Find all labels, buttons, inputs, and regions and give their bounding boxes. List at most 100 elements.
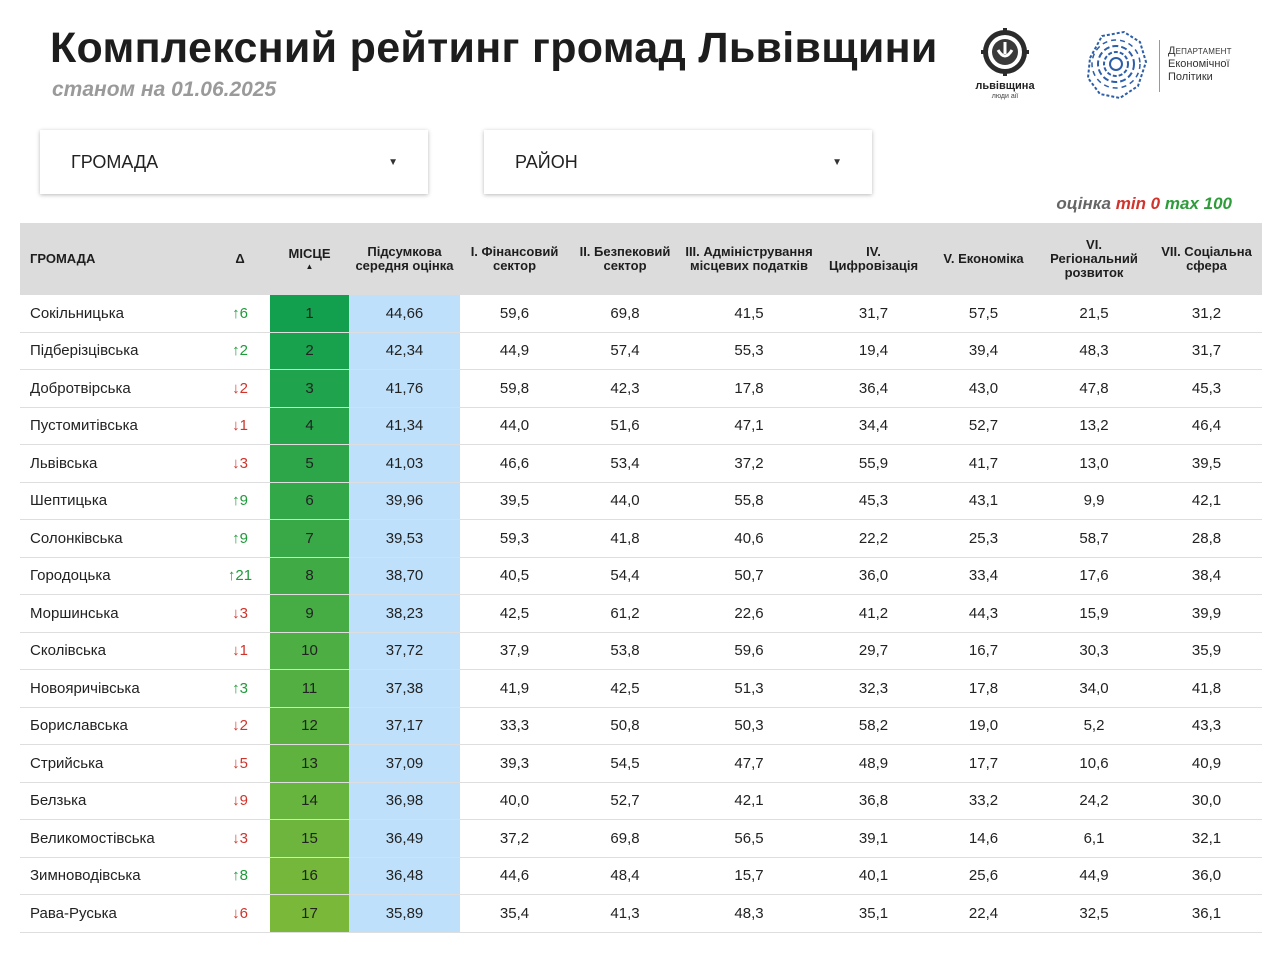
financial-cell: 59,6 [460,295,569,333]
digitalization-cell: 32,3 [817,669,930,708]
department-line-3: Політики [1168,71,1213,83]
delta-cell: ↓2 [210,369,270,408]
column-header-digitalization[interactable]: IV. Цифровізація [817,223,930,295]
rayon-filter-dropdown[interactable]: РАЙОН ▼ [484,130,872,194]
lvivshchyna-logo-slogan: люди аії [991,93,1019,100]
column-header-tax-administration[interactable]: III. Адміністрування місцевих податків [681,223,817,295]
tax-administration-cell: 40,6 [681,519,817,558]
rayon-filter-label: РАЙОН [515,151,578,172]
tax-administration-cell: 50,7 [681,557,817,595]
digitalization-cell: 22,2 [817,519,930,558]
tax-administration-cell: 15,7 [681,857,817,895]
column-header-delta[interactable]: Δ [210,223,270,295]
table-row[interactable]: Шептицька ↑9 6 39,96 39,5 44,0 55,8 45,3 43,1 9,9… [20,482,1262,520]
delta-cell: ↓3 [210,444,270,483]
tax-administration-cell: 47,1 [681,407,817,445]
hromada-name-cell: Шептицька [20,482,210,520]
table-row[interactable]: Зимноводівська ↑8 16 36,48 44,6 48,4 15,7 40,1 2… [20,857,1262,895]
economy-cell: 44,3 [930,594,1037,633]
hromada-name-cell: Городоцька [20,557,210,595]
final-score-cell: 44,66 [349,295,460,333]
security-cell: 52,7 [569,782,681,820]
hromada-name-cell: Рава-Руська [20,894,210,933]
financial-cell: 59,3 [460,519,569,558]
place-cell: 11 [270,669,349,708]
table-row[interactable]: Городоцька ↑21 8 38,70 40,5 54,4 50,7 36,0 33,4 1… [20,557,1262,595]
economy-cell: 17,8 [930,669,1037,708]
delta-cell: ↓1 [210,632,270,670]
social-sphere-cell: 36,0 [1151,857,1262,895]
security-cell: 44,0 [569,482,681,520]
social-sphere-cell: 38,4 [1151,557,1262,595]
page-title: Комплексний рейтинг громад Львівщини [50,24,938,72]
column-header-security[interactable]: II. Безпековий сектор [569,223,681,295]
table-row[interactable]: Добротвірська ↓2 3 41,76 59,8 42,3 17,8 36,4 43,… [20,369,1262,408]
column-header-hromada[interactable]: ГРОМАДА [20,223,210,295]
final-score-cell: 41,03 [349,444,460,483]
table-row[interactable]: Бориславська ↓2 12 37,17 33,3 50,8 50,3 58,2 19,… [20,707,1262,745]
tax-administration-cell: 50,3 [681,707,817,745]
security-cell: 53,8 [569,632,681,670]
column-header-place[interactable]: МІСЦЕ ▲ [270,223,349,295]
table-row[interactable]: Сколівська ↓1 10 37,72 37,9 53,8 59,6 29,7 16,7 3… [20,632,1262,670]
social-sphere-cell: 28,8 [1151,519,1262,558]
digitalization-cell: 31,7 [817,295,930,333]
economy-cell: 33,2 [930,782,1037,820]
table-row[interactable]: Новояричівська ↑3 11 37,38 41,9 42,5 51,3 32,3 1… [20,669,1262,708]
sort-asc-icon: ▲ [305,262,314,271]
table-row[interactable]: Сокільницька ↑6 1 44,66 59,6 69,8 41,5 31,7 57,5… [20,295,1262,333]
chevron-down-icon: ▼ [388,156,398,168]
financial-cell: 44,6 [460,857,569,895]
regional-development-cell: 9,9 [1037,482,1151,520]
security-cell: 48,4 [569,857,681,895]
place-cell: 14 [270,782,349,820]
final-score-cell: 39,53 [349,519,460,558]
economy-cell: 14,6 [930,819,1037,858]
regional-development-cell: 24,2 [1037,782,1151,820]
economy-cell: 17,7 [930,744,1037,783]
tax-administration-cell: 22,6 [681,594,817,633]
security-cell: 42,5 [569,669,681,708]
regional-development-cell: 34,0 [1037,669,1151,708]
table-row[interactable]: Підберізцівська ↑2 2 42,34 44,9 57,4 55,3 19,4 3… [20,332,1262,370]
financial-cell: 33,3 [460,707,569,745]
economy-cell: 25,3 [930,519,1037,558]
place-cell: 17 [270,894,349,933]
place-cell: 1 [270,295,349,333]
delta-cell: ↑8 [210,857,270,895]
place-cell: 6 [270,482,349,520]
table-row[interactable]: Белзька ↓9 14 36,98 40,0 52,7 42,1 36,8 33,2 24,2… [20,782,1262,820]
regional-development-cell: 6,1 [1037,819,1151,858]
social-sphere-cell: 30,0 [1151,782,1262,820]
regional-development-cell: 47,8 [1037,369,1151,408]
delta-cell: ↑2 [210,332,270,370]
digitalization-cell: 36,8 [817,782,930,820]
hromada-filter-dropdown[interactable]: ГРОМАДА ▼ [40,130,428,194]
legend-max: max 100 [1164,194,1232,213]
table-row[interactable]: Пустомитівська ↓1 4 41,34 44,0 51,6 47,1 34,4 52… [20,407,1262,445]
security-cell: 41,3 [569,894,681,933]
table-row[interactable]: Моршинська ↓3 9 38,23 42,5 61,2 22,6 41,2 44,3 15… [20,594,1262,633]
social-sphere-cell: 31,7 [1151,332,1262,370]
final-score-cell: 37,38 [349,669,460,708]
place-cell: 9 [270,594,349,633]
final-score-cell: 42,34 [349,332,460,370]
column-header-final-score[interactable]: Підсумкова середня оцінка [349,223,460,295]
column-header-regional-development[interactable]: VI. Регіональний розвиток [1037,223,1151,295]
column-header-social-sphere[interactable]: VII. Соціальна сфера [1151,223,1262,295]
column-header-financial[interactable]: I. Фінансовий сектор [460,223,569,295]
table-row[interactable]: Львівська ↓3 5 41,03 46,6 53,4 37,2 55,9 41,7 13,… [20,444,1262,483]
financial-cell: 40,0 [460,782,569,820]
table-row[interactable]: Великомостівська ↓3 15 36,49 37,2 69,8 56,5 39,… [20,819,1262,858]
column-header-economy[interactable]: V. Економіка [930,223,1037,295]
table-row[interactable]: Солонківська ↑9 7 39,53 59,3 41,8 40,6 22,2 25,3… [20,519,1262,558]
regional-development-cell: 44,9 [1037,857,1151,895]
economy-cell: 43,0 [930,369,1037,408]
social-sphere-cell: 31,2 [1151,295,1262,333]
table-row[interactable]: Рава-Руська ↓6 17 35,89 35,4 41,3 48,3 35,1 22,4… [20,894,1262,933]
hromada-name-cell: Солонківська [20,519,210,558]
hromada-name-cell: Пустомитівська [20,407,210,445]
table-row[interactable]: Стрийська ↓5 13 37,09 39,3 54,5 47,7 48,9 17,7 10… [20,744,1262,783]
security-cell: 54,4 [569,557,681,595]
hromada-name-cell: Белзька [20,782,210,820]
